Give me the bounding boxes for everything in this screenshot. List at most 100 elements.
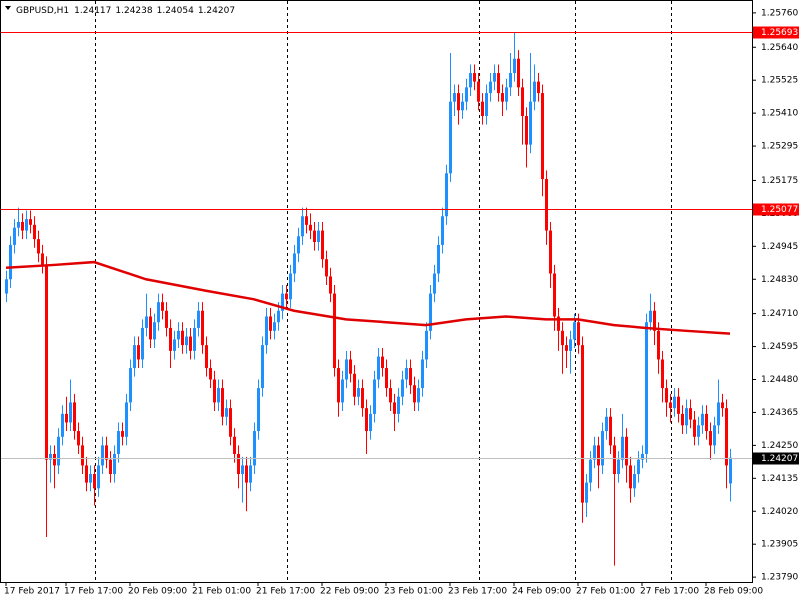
- candle-body: [137, 345, 140, 360]
- chart-icon: [5, 6, 11, 10]
- moving-average: [5, 260, 731, 335]
- candle-body: [669, 402, 672, 409]
- candle-body: [509, 73, 512, 88]
- x-tick-label: 17 Feb 2017: [4, 587, 60, 597]
- candle-body: [85, 465, 88, 483]
- candle-body: [289, 273, 292, 300]
- candle-body: [305, 216, 308, 225]
- candle-body: [485, 93, 488, 116]
- candle-body: [301, 216, 304, 237]
- candle-body: [357, 388, 360, 397]
- candle-body: [501, 93, 504, 102]
- price-label-box: [753, 26, 799, 39]
- candle-body: [377, 356, 380, 380]
- candle-body: [345, 359, 348, 380]
- candle-body: [353, 373, 356, 397]
- y-tick-label: 1.24020: [761, 507, 798, 517]
- candle-body: [429, 293, 432, 331]
- candle-body: [545, 179, 548, 231]
- y-tick-label: 1.25175: [761, 176, 798, 186]
- candle-body: [313, 230, 316, 243]
- candle-body: [693, 419, 696, 437]
- y-tick-label: 1.25410: [761, 109, 798, 119]
- candle-body: [81, 445, 84, 466]
- candle-body: [361, 388, 364, 409]
- candle-body: [25, 219, 28, 231]
- candle-body: [605, 416, 608, 432]
- candle-body: [177, 330, 180, 340]
- candle-body: [21, 221, 24, 231]
- candle-body: [333, 293, 336, 369]
- candle-body: [57, 436, 60, 466]
- candle-body: [89, 474, 92, 483]
- candle-body: [725, 408, 728, 466]
- candle-body: [469, 73, 472, 88]
- candle-body: [493, 73, 496, 82]
- candle-body: [157, 302, 160, 323]
- candle-body: [637, 459, 640, 475]
- candle-body: [585, 482, 588, 503]
- candle-body: [373, 379, 376, 414]
- candle-body: [573, 322, 576, 340]
- candle-body: [365, 408, 368, 432]
- candle-body: [53, 453, 56, 466]
- y-tick-label: 1.24945: [761, 242, 798, 252]
- candle-body: [393, 402, 396, 414]
- x-tick-label: 22 Feb 09:00: [320, 587, 379, 597]
- x-tick-label: 28 Feb 09:00: [704, 587, 763, 597]
- candle-body: [433, 273, 436, 294]
- y-tick-label: 1.24595: [761, 342, 798, 352]
- candle-body: [645, 322, 648, 454]
- y-tick-label: 1.24710: [761, 309, 798, 319]
- candle-body: [629, 465, 632, 489]
- y-tick-label: 1.23790: [761, 573, 798, 583]
- x-tick-label: 21 Feb 01:00: [192, 587, 251, 597]
- close: 1.24207: [198, 6, 235, 16]
- candle-body: [601, 431, 604, 466]
- candle-body: [109, 459, 112, 475]
- price-label: 1.25077: [761, 205, 798, 215]
- candle-body: [589, 459, 592, 483]
- candle-body: [161, 302, 164, 311]
- x-tick-label: 23 Feb 01:00: [384, 587, 443, 597]
- candle-body: [413, 385, 416, 403]
- candle-body: [401, 379, 404, 397]
- candle-body: [689, 408, 692, 420]
- candle-body: [457, 93, 460, 111]
- candle-body: [193, 327, 196, 351]
- candle-body: [257, 388, 260, 432]
- candle-body: [405, 368, 408, 380]
- candle-body: [209, 368, 212, 380]
- candle-body: [265, 316, 268, 346]
- candle-body: [101, 445, 104, 466]
- candle-body: [381, 356, 384, 369]
- candle-body: [473, 73, 476, 82]
- candle-body: [505, 87, 508, 102]
- candle-body: [389, 388, 392, 403]
- candle-body: [329, 276, 332, 294]
- candle-body: [521, 87, 524, 116]
- candle-body: [621, 436, 624, 460]
- candle-body: [141, 327, 144, 360]
- candle-body: [481, 101, 484, 116]
- candle-body: [297, 236, 300, 254]
- symbol: GBPUSD,H1: [16, 6, 69, 16]
- candle-body: [217, 388, 220, 403]
- candle-body: [149, 316, 152, 340]
- candle-body: [677, 396, 680, 414]
- candle-body: [453, 93, 456, 102]
- plot-frame: [0, 0, 753, 583]
- candle-body: [69, 402, 72, 423]
- candle-body: [45, 264, 48, 460]
- candle-body: [41, 253, 44, 265]
- candle-body: [197, 310, 200, 328]
- candle-body: [421, 359, 424, 389]
- candle-body: [369, 413, 372, 432]
- candle-body: [385, 368, 388, 389]
- candle-body: [189, 336, 192, 351]
- high: 1.24238: [115, 6, 152, 16]
- candle-body: [129, 368, 132, 403]
- candle-body: [229, 408, 232, 437]
- candle-body: [105, 445, 108, 460]
- y-tick-label: 1.24480: [761, 375, 798, 385]
